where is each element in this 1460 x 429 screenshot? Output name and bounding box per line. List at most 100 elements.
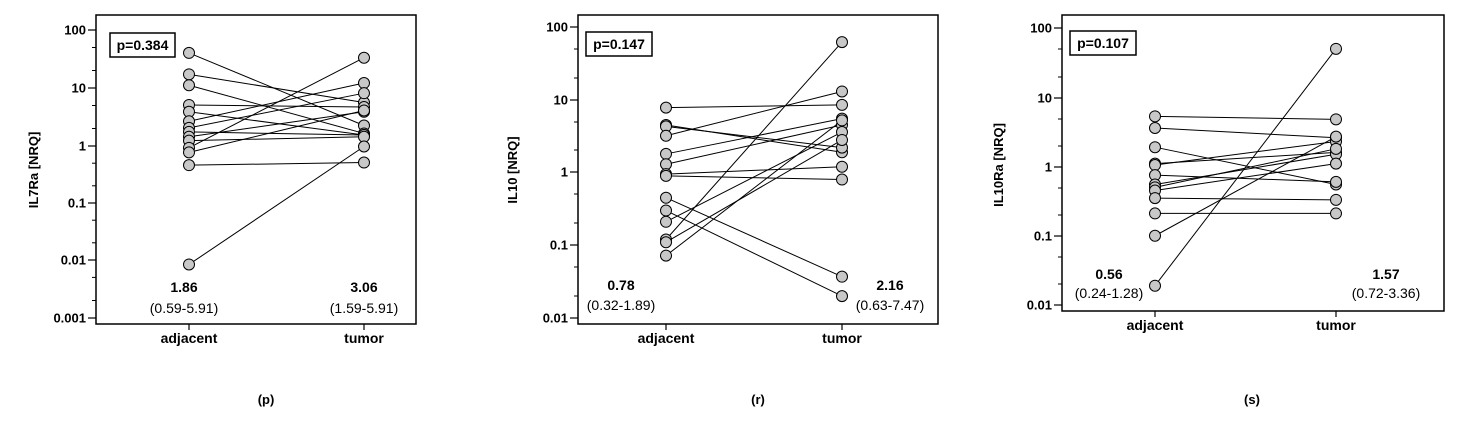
pair-line: [1154, 174, 1337, 183]
point-tumor: [358, 87, 370, 100]
pair-line: [1154, 127, 1337, 139]
y-tick-label: 100: [1030, 21, 1052, 36]
point-tumor: [1330, 42, 1342, 55]
median-adjacent: 0.56: [1095, 266, 1122, 282]
y-tick-label: 100: [546, 20, 568, 35]
point-adjacent: [660, 147, 672, 160]
y-tick: 0.01: [543, 311, 578, 326]
x-category-label-tumor: tumor: [822, 330, 862, 346]
pair-line: [665, 118, 843, 155]
point-adjacent: [660, 101, 672, 114]
pair-line: [1154, 197, 1337, 201]
y-tick: 10: [72, 81, 96, 96]
pair-line: [665, 139, 843, 243]
point-adjacent: [1149, 159, 1161, 172]
pair-line: [665, 41, 843, 240]
point-tumor: [1330, 175, 1342, 188]
y-tick-label: 10: [1038, 91, 1052, 106]
pair-line: [665, 166, 843, 175]
minor-ticks: [92, 47, 96, 301]
y-axis-label: IL10 [NRQ]: [505, 136, 520, 203]
point-tumor: [836, 270, 848, 283]
iqr-tumor: (0.63-7.47): [856, 297, 924, 313]
pair-line: [1154, 140, 1337, 166]
point-adjacent: [183, 68, 195, 81]
point-tumor: [836, 114, 848, 127]
pair-line: [188, 57, 365, 149]
p-value-box: [585, 31, 653, 57]
minor-ticks: [1058, 48, 1062, 285]
pair-line: [1154, 136, 1337, 237]
y-tick: 100: [64, 23, 96, 38]
pair-line: [188, 146, 365, 265]
y-tick: 100: [546, 20, 578, 35]
point-adjacent: [660, 191, 672, 204]
point-tumor: [836, 36, 848, 49]
x-category-label-tumor: tumor: [1316, 317, 1356, 333]
point-adjacent: [183, 79, 195, 92]
panel-r: IL10 [NRQ] 100 10 1 0.1 0.01 adjacent tu…: [505, 14, 939, 407]
point-adjacent: [1149, 207, 1161, 220]
iqr-tumor: (1.59-5.91): [330, 300, 398, 316]
iqr-adjacent: (0.24-1.28): [1075, 285, 1143, 301]
y-tick: 1: [79, 139, 96, 154]
pair-line: [188, 84, 365, 134]
point-tumor: [836, 173, 848, 186]
y-tick: 0.01: [61, 253, 96, 268]
iqr-adjacent: (0.32-1.89): [587, 297, 655, 313]
plot-frame: [95, 14, 417, 325]
pair-line: [188, 82, 365, 122]
pair-line: [1154, 146, 1337, 185]
y-tick: 10: [1038, 91, 1062, 106]
pair-line: [1154, 163, 1337, 192]
point-adjacent: [1149, 141, 1161, 154]
y-tick: 0.1: [550, 238, 578, 253]
y-tick: 0.001: [53, 311, 96, 326]
point-tumor: [836, 133, 848, 146]
pair-line: [188, 92, 365, 129]
pair-line: [188, 73, 365, 104]
pair-line: [665, 131, 843, 223]
point-adjacent: [183, 159, 195, 172]
y-axis-label: IL7Ra [NRQ]: [26, 132, 41, 209]
point-tumor: [358, 156, 370, 169]
y-tick-label: 0.01: [543, 311, 568, 326]
y-tick: 0.1: [68, 196, 96, 211]
p-value-box: [109, 32, 176, 58]
point-adjacent: [183, 46, 195, 59]
iqr-adjacent: (0.59-5.91): [150, 300, 218, 316]
pair-line: [665, 124, 843, 165]
y-tick: 1: [561, 165, 578, 180]
pair-line: [1154, 115, 1337, 120]
y-tick-label: 0.01: [1027, 298, 1052, 313]
point-tumor: [1330, 113, 1342, 126]
point-tumor: [1330, 193, 1342, 206]
pair-line: [665, 125, 843, 149]
point-adjacent: [660, 249, 672, 262]
iqr-tumor: (0.72-3.36): [1352, 285, 1420, 301]
y-tick: 100: [1030, 21, 1062, 36]
pair-line: [665, 104, 843, 109]
y-tick-label: 1: [1045, 160, 1052, 175]
y-tick-label: 1: [561, 165, 568, 180]
pair-line: [665, 120, 843, 257]
pair-line: [188, 136, 365, 142]
y-ticks: 100 10 1 0.1 0.01: [1027, 21, 1062, 313]
pair-line: [665, 210, 843, 297]
point-adjacent: [660, 169, 672, 182]
point-adjacent: [1149, 229, 1161, 242]
y-tick-label: 10: [554, 93, 568, 108]
p-value-text: p=0.384: [117, 37, 169, 53]
y-tick-label: 1: [79, 139, 86, 154]
y-tick: 0.01: [1027, 298, 1062, 313]
point-tumor: [358, 140, 370, 153]
y-tick-label: 0.1: [68, 196, 86, 211]
plot-frame: [577, 14, 939, 325]
y-ticks: 100 10 1 0.1 0.01: [543, 20, 578, 326]
y-tick-label: 100: [64, 23, 86, 38]
point-adjacent: [1149, 279, 1161, 292]
p-value-text: p=0.107: [1077, 35, 1129, 51]
point-adjacent: [660, 129, 672, 142]
y-tick-label: 0.1: [550, 238, 568, 253]
pair-line: [1154, 153, 1337, 185]
